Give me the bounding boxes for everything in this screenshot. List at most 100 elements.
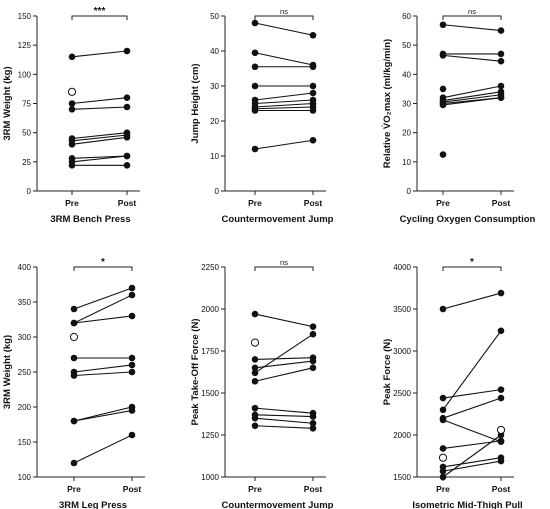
pair-line (442, 457, 502, 468)
pre-point (439, 305, 447, 313)
pair-line (254, 106, 314, 110)
pair-line (442, 389, 502, 399)
y-tick-label: 30 (402, 100, 411, 109)
y-tick-label: 1250 (201, 431, 219, 440)
post-point (497, 327, 505, 335)
pre-point (251, 356, 259, 363)
pair-line (73, 409, 133, 422)
y-tick-label: 2000 (201, 305, 219, 314)
pair-line (442, 440, 502, 449)
panel-title: Cycling Oxygen Consumption (400, 214, 536, 225)
pair-line (71, 155, 128, 159)
pre-point (68, 53, 76, 61)
y-tick-label: 2250 (201, 263, 219, 272)
pre-point (439, 406, 447, 414)
post-point (497, 437, 505, 445)
pair-line (442, 434, 502, 478)
pre-point (251, 404, 259, 412)
y-tick-label: 50 (22, 129, 31, 138)
post-point (497, 289, 505, 297)
pre-point (70, 354, 78, 362)
post-point (309, 136, 317, 144)
post-point (309, 89, 317, 97)
y-tick-label: 100 (18, 70, 32, 79)
y-tick-label: 20 (210, 117, 219, 126)
pair-line (254, 313, 314, 328)
pair-line (71, 155, 128, 163)
y-tick-label: 125 (18, 41, 32, 50)
pre-point (251, 377, 259, 385)
y-axis-label: 3RM Weight (kg) (2, 66, 13, 140)
significance-label: ns (280, 7, 288, 16)
y-tick-label: 30 (210, 82, 219, 91)
panel-title: Countermovement Jump (222, 214, 334, 225)
pre-point (251, 369, 259, 377)
pair-line (442, 419, 502, 443)
pre-point (251, 49, 259, 57)
x-tick-label: Pre (65, 198, 79, 208)
pair-line (73, 406, 133, 422)
pair-line (73, 364, 133, 373)
y-tick-label: 3000 (393, 347, 411, 356)
y-axis-label: Peak Take-Off Force (N) (190, 319, 201, 426)
post-point (497, 457, 505, 465)
panel-title: Isometric Mid-Thigh Pull (412, 500, 522, 509)
pre-point (439, 416, 447, 424)
pre-point (68, 141, 76, 148)
post-point (123, 162, 131, 169)
post-point (309, 31, 317, 39)
significance-bracket (254, 266, 314, 271)
post-point (128, 361, 136, 369)
pair-line (442, 292, 502, 310)
pair-line (254, 407, 314, 414)
pair-line (73, 294, 133, 324)
y-tick-label: 100 (18, 473, 32, 482)
pre-point (251, 422, 259, 430)
pre-point (251, 107, 259, 114)
pair-line (73, 371, 133, 377)
pair-line (254, 92, 314, 101)
outlier-point (69, 332, 79, 342)
pair-line (442, 24, 502, 32)
pre-point (251, 364, 259, 372)
pre-point (70, 319, 78, 327)
pre-point (251, 414, 259, 422)
pre-point (68, 106, 76, 113)
pair-line (71, 50, 128, 58)
panel-3: 0 10 20 30 40 50 60 Pre Post Cycling Oxygen Consu… (382, 7, 536, 225)
pair-line (254, 417, 314, 424)
x-tick-label: Pre (248, 198, 262, 208)
pre-point (70, 372, 78, 379)
panel-4: 100 150 200 250 300 350 400 Pre Post 3RM Leg Pres… (2, 257, 145, 509)
significance-label: ns (280, 258, 288, 267)
post-point (497, 27, 505, 34)
pair-line (442, 94, 502, 103)
panel-title: 3RM Bench Press (50, 214, 130, 225)
y-tick-label: 0 (27, 187, 32, 196)
y-tick-label: 60 (402, 12, 411, 21)
significance-bracket (442, 15, 502, 20)
post-point (309, 330, 317, 338)
post-point (309, 419, 317, 427)
outlier-point (496, 425, 506, 435)
post-point (128, 368, 136, 376)
y-axis-label: Jump Height (cm) (190, 63, 201, 143)
pair-line (71, 97, 128, 105)
pair-line (254, 139, 314, 150)
pair-line (442, 54, 502, 62)
outlier-point (438, 453, 448, 462)
y-tick-label: 150 (18, 12, 32, 21)
y-tick-label: 10 (402, 158, 411, 167)
post-point (128, 284, 136, 292)
x-tick-label: Post (304, 484, 323, 494)
pair-line (254, 102, 314, 108)
pre-point (70, 459, 78, 467)
pair-line (442, 91, 502, 102)
y-tick-label: 200 (18, 403, 32, 412)
y-tick-label: 2500 (393, 389, 411, 398)
pair-line (442, 97, 502, 106)
post-point (123, 152, 131, 160)
post-point (128, 431, 136, 439)
y-tick-label: 20 (402, 129, 411, 138)
pre-point (439, 101, 447, 109)
